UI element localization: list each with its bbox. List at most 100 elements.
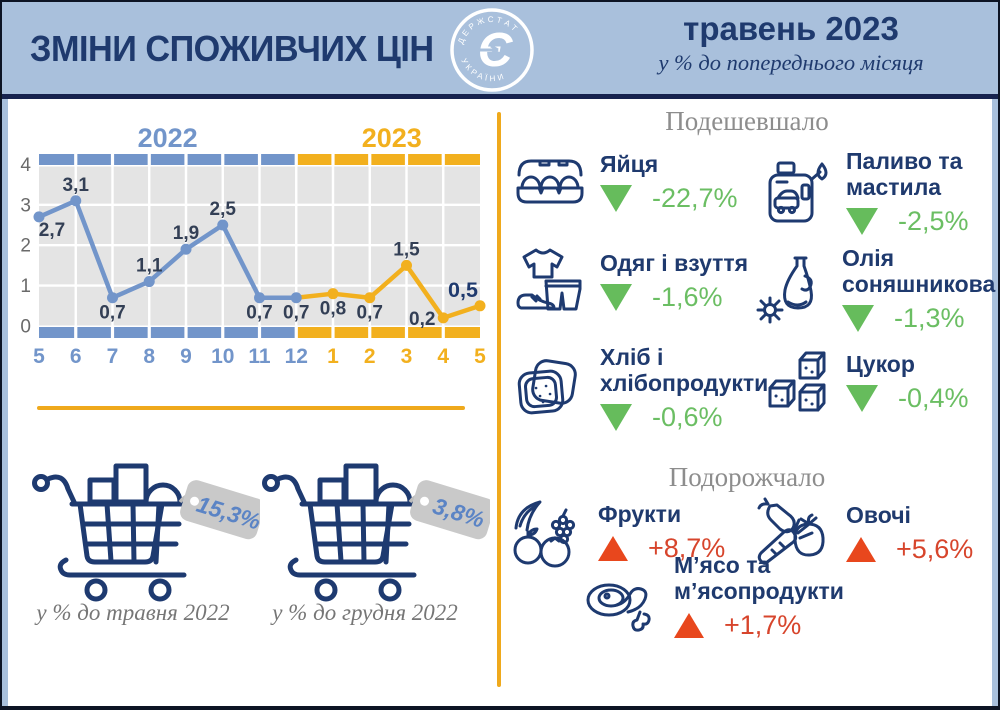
item-value: -0,4% bbox=[846, 383, 996, 414]
chart-point bbox=[180, 243, 192, 255]
item-value: -0,6% bbox=[600, 402, 785, 433]
y-tick-label: 4 bbox=[20, 155, 31, 176]
list-item: Фрукти +8,7% bbox=[506, 494, 748, 570]
point-label: 0,7 bbox=[357, 303, 383, 324]
eggs-icon bbox=[516, 159, 584, 204]
clothes-icon bbox=[516, 248, 582, 311]
point-label: 0,2 bbox=[409, 309, 435, 330]
x-tick-label: 10 bbox=[211, 345, 234, 368]
cart-ytd-change: 3,8% bbox=[262, 463, 490, 602]
point-label: 1,9 bbox=[173, 223, 199, 244]
down-triangle-icon bbox=[600, 404, 632, 431]
x-tick-label: 7 bbox=[107, 345, 119, 368]
year-label-2022: 2022 bbox=[138, 123, 198, 153]
oil-icon bbox=[756, 256, 813, 323]
horizontal-divider-left bbox=[37, 406, 465, 410]
x-tick-label: 8 bbox=[143, 345, 155, 368]
year-bar-top bbox=[150, 154, 185, 165]
up-triangle-icon bbox=[674, 613, 704, 638]
down-triangle-icon bbox=[600, 283, 632, 311]
year-bar-bottom bbox=[39, 327, 75, 338]
down-triangle-icon bbox=[600, 184, 632, 212]
item-value: +8,7% bbox=[598, 533, 748, 564]
sugar-icon bbox=[768, 351, 826, 412]
item-label: Овочі bbox=[846, 501, 911, 528]
item-label: Цукор bbox=[846, 350, 915, 377]
list-item: Паливо та мастила -2,5% bbox=[758, 148, 986, 237]
year-label-2023: 2023 bbox=[362, 123, 422, 153]
x-tick-label: 11 bbox=[248, 345, 271, 368]
list-item: Олія соняшникова -1,3% bbox=[754, 245, 998, 334]
year-bar-top bbox=[39, 154, 75, 165]
year-bar-top bbox=[334, 154, 369, 165]
point-label: 1,5 bbox=[393, 239, 420, 260]
bread-icon bbox=[517, 358, 577, 414]
fruits-icon bbox=[513, 500, 576, 568]
y-tick-label: 1 bbox=[20, 276, 31, 297]
y-tick-label: 3 bbox=[20, 195, 31, 216]
chart-point bbox=[107, 292, 118, 304]
chart-point bbox=[474, 300, 486, 312]
year-bar-top bbox=[371, 154, 405, 165]
logo-arrow-icon bbox=[478, 44, 499, 56]
up-triangle-icon bbox=[598, 535, 628, 561]
list-item: Яйця -22,7% bbox=[512, 150, 770, 214]
chart-point bbox=[33, 211, 45, 223]
x-tick-label: 12 bbox=[285, 345, 308, 368]
left-frame-strip bbox=[2, 99, 8, 706]
down-triangle-icon bbox=[846, 384, 878, 412]
cart-annual-change: 15,3% bbox=[32, 463, 260, 602]
chart-point bbox=[327, 288, 339, 300]
item-value: -1,3% bbox=[842, 303, 998, 334]
item-label: Хліб і хлібопродукти bbox=[600, 344, 769, 396]
up-triangle-icon bbox=[846, 536, 876, 562]
list-item: Хліб і хлібопродукти -0,6% bbox=[512, 344, 785, 433]
item-value: +1,7% bbox=[674, 610, 884, 641]
vertical-divider bbox=[497, 112, 501, 687]
point-label: 2,5 bbox=[210, 199, 237, 220]
year-bar-top bbox=[261, 154, 295, 165]
point-label: 2,7 bbox=[39, 220, 65, 241]
item-value: -1,6% bbox=[600, 282, 780, 313]
year-bar-bottom bbox=[261, 327, 295, 338]
chart-point bbox=[143, 276, 155, 288]
report-period: травень 2023 bbox=[683, 10, 899, 47]
item-label: Яйця bbox=[600, 150, 659, 177]
header-right: травень 2023 у % до попереднього місяця bbox=[616, 10, 966, 76]
x-tick-label: 3 bbox=[401, 345, 413, 368]
point-label: 1,1 bbox=[136, 256, 163, 277]
report-subtitle: у % до попереднього місяця bbox=[658, 50, 924, 75]
item-label: Паливо та мастила bbox=[846, 148, 963, 200]
year-bar-bottom bbox=[150, 327, 185, 338]
year-bar-bottom bbox=[77, 327, 111, 338]
down-triangle-icon bbox=[846, 208, 878, 235]
year-bar-bottom bbox=[371, 327, 405, 338]
list-item: Цукор -0,4% bbox=[758, 344, 996, 420]
section-heading-pricier: Подорожчало bbox=[668, 462, 826, 492]
item-value: +5,6% bbox=[846, 534, 996, 565]
point-label: 0,7 bbox=[99, 303, 125, 324]
item-value: -22,7% bbox=[600, 183, 770, 214]
header: ЗМІНИ СПОЖИВЧИХ ЦІН ДЕРЖСТАТ УКРАЇНИ Є т… bbox=[2, 2, 998, 99]
item-label: Фрукти bbox=[598, 500, 682, 527]
item-label: Олія соняшникова bbox=[842, 245, 996, 297]
fuel-icon bbox=[768, 161, 828, 222]
year-bar-bottom bbox=[114, 327, 148, 338]
cart-caption: у % до травня 2022 bbox=[36, 600, 230, 625]
item-label: М’ясо та м’ясопродукти bbox=[674, 552, 844, 604]
chart-point bbox=[70, 195, 82, 207]
chart-line bbox=[36, 198, 299, 300]
year-bar-top bbox=[224, 154, 258, 165]
point-label: 0,7 bbox=[283, 303, 309, 324]
year-bar-top bbox=[297, 154, 332, 165]
y-tick-label: 2 bbox=[20, 236, 31, 257]
cart-caption: у % до грудня 2022 bbox=[272, 600, 458, 625]
x-tick-label: 5 bbox=[33, 345, 45, 368]
vegetables-icon bbox=[757, 497, 825, 565]
derzhstat-logo: ДЕРЖСТАТ УКРАЇНИ Є bbox=[450, 8, 534, 92]
year-bar-bottom bbox=[297, 327, 332, 338]
price-tag: 3,8% bbox=[410, 480, 490, 540]
year-bar-bottom bbox=[444, 327, 480, 338]
chart-point bbox=[401, 259, 412, 271]
point-label: 0,7 bbox=[246, 303, 272, 324]
